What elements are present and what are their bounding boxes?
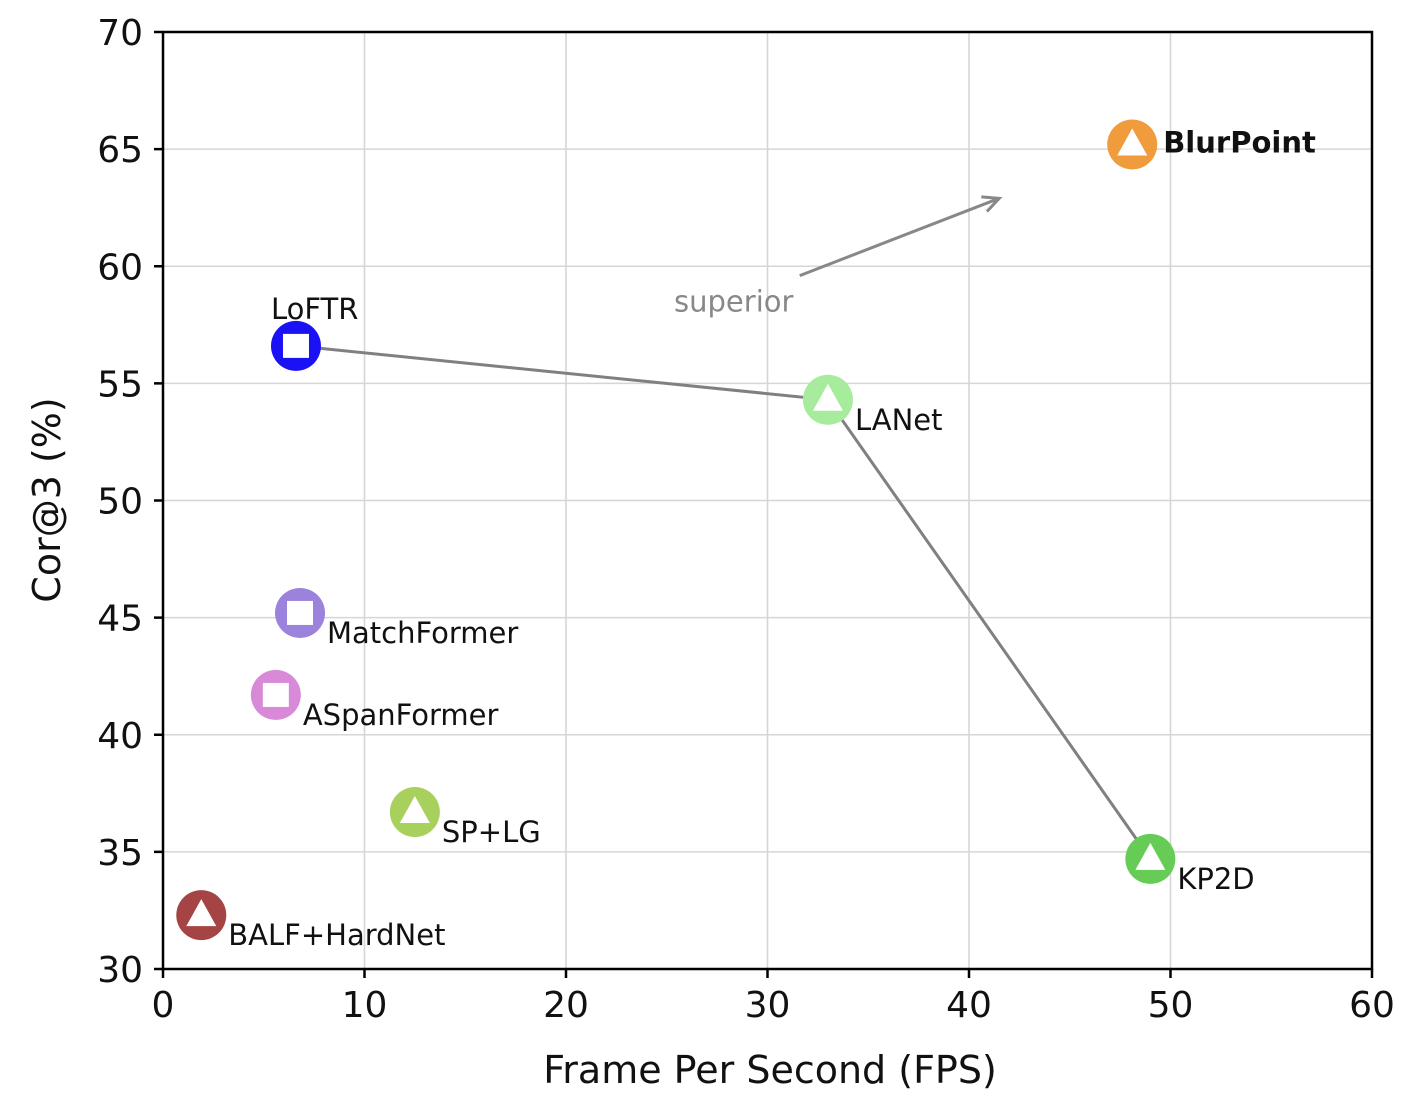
y-tick-label: 35 bbox=[97, 833, 143, 874]
data-point-blurpoint: BlurPoint bbox=[1107, 119, 1316, 170]
y-tick-label: 55 bbox=[97, 364, 143, 405]
data-point-balf-hardnet: BALF+HardNet bbox=[176, 890, 445, 952]
y-tick-label: 30 bbox=[97, 950, 143, 991]
point-label: BALF+HardNet bbox=[228, 918, 445, 952]
x-tick-label: 40 bbox=[946, 985, 992, 1026]
data-points: BlurPoint LoFTR LANet KP2D MatchFormer ASpanF… bbox=[176, 119, 1316, 952]
x-tick-label: 20 bbox=[543, 985, 589, 1026]
y-tick-label: 60 bbox=[97, 247, 143, 288]
pareto-line bbox=[295, 344, 1152, 860]
superior-annotation: superior bbox=[674, 195, 1003, 319]
square-icon bbox=[262, 682, 289, 707]
triangle-icon bbox=[186, 899, 217, 927]
point-label: SP+LG bbox=[442, 815, 541, 849]
y-tick-label: 45 bbox=[97, 599, 143, 640]
square-icon bbox=[282, 333, 309, 358]
point-label: KP2D bbox=[1177, 862, 1254, 896]
point-label: ASpanFormer bbox=[303, 698, 499, 732]
superior-label: superior bbox=[674, 285, 793, 319]
point-label: BlurPoint bbox=[1163, 125, 1316, 159]
superior-arrow-head bbox=[981, 195, 1003, 213]
connecting-line bbox=[295, 344, 1152, 860]
data-point-loftr: LoFTR bbox=[270, 292, 358, 371]
y-tick-label: 65 bbox=[97, 130, 143, 171]
y-tick-label: 70 bbox=[97, 13, 143, 54]
data-point-kp2d: KP2D bbox=[1125, 833, 1255, 896]
data-point-matchformer: MatchFormer bbox=[275, 587, 518, 650]
data-point-sp-lg: SP+LG bbox=[389, 787, 541, 849]
x-axis-label: Frame Per Second (FPS) bbox=[543, 1048, 997, 1092]
x-tick-label: 10 bbox=[342, 985, 388, 1026]
point-label: MatchFormer bbox=[327, 616, 518, 650]
data-point-lanet: LANet bbox=[802, 374, 943, 437]
axis-ticks: 0 10 20 30 40 50 60 30 35 40 45 50 55 60 65 70 bbox=[97, 13, 1395, 1026]
y-axis-label: Cor@3 (%) bbox=[25, 397, 69, 602]
triangle-icon bbox=[399, 796, 430, 824]
x-tick-label: 0 bbox=[152, 985, 175, 1026]
y-tick-label: 40 bbox=[97, 716, 143, 757]
grid bbox=[162, 31, 1373, 970]
square-icon bbox=[287, 600, 314, 625]
superior-arrow bbox=[799, 196, 1000, 278]
data-point-aspanformer: ASpanFormer bbox=[250, 669, 499, 732]
x-tick-label: 30 bbox=[745, 985, 791, 1026]
y-tick-label: 50 bbox=[97, 482, 143, 523]
x-tick-label: 50 bbox=[1148, 985, 1194, 1026]
triangle-icon bbox=[1135, 842, 1166, 870]
triangle-icon bbox=[1117, 128, 1148, 156]
point-label: LoFTR bbox=[271, 292, 358, 326]
x-tick-label: 60 bbox=[1349, 985, 1395, 1026]
point-label: LANet bbox=[855, 403, 943, 437]
triangle-icon bbox=[812, 383, 843, 411]
